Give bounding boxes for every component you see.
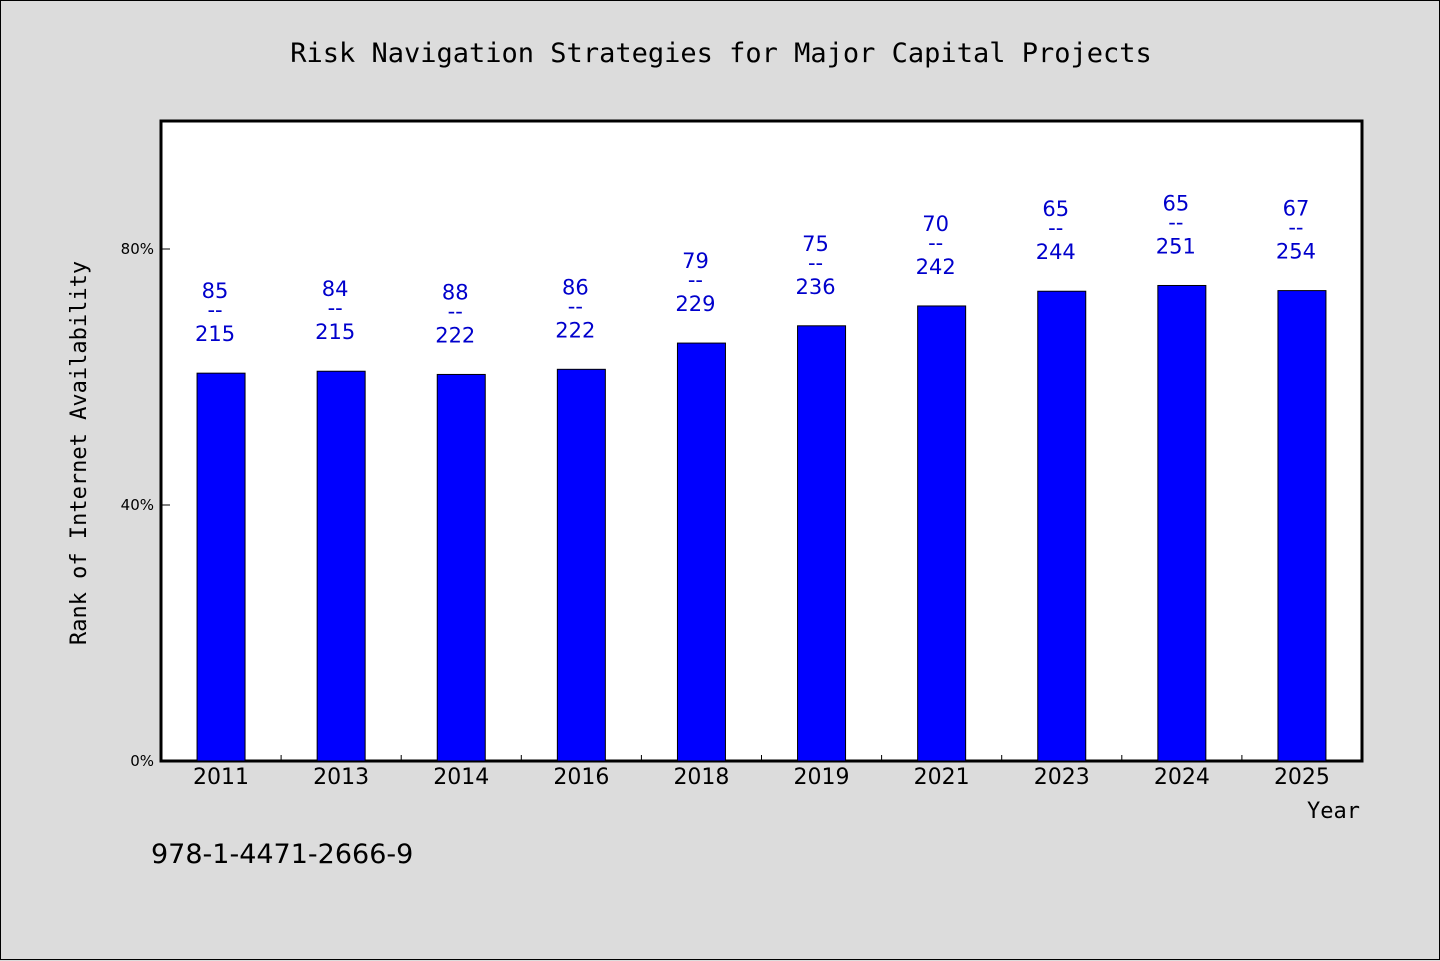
data-label-top: 75	[802, 232, 829, 256]
x-tick-label: 2021	[914, 765, 970, 790]
bar-2019	[797, 325, 847, 762]
data-label-separator: --	[328, 296, 343, 320]
bar-2018	[676, 342, 726, 762]
data-label-separator: --	[808, 251, 823, 275]
bar-2011	[196, 372, 246, 762]
data-label-separator: --	[207, 298, 222, 322]
x-tick-label: 2024	[1154, 765, 1210, 790]
y-axis-label: Rank of Internet Availability	[67, 261, 92, 645]
data-label-bottom: 222	[435, 323, 475, 347]
bar-2023	[1037, 290, 1087, 762]
bar-2013	[316, 370, 366, 762]
data-label-top: 84	[322, 277, 349, 301]
data-label-bottom: 254	[1276, 240, 1316, 264]
data-label-bottom: 242	[916, 255, 956, 279]
footer-isbn: 978-1-4471-2666-9	[151, 839, 413, 870]
data-label-separator: --	[1288, 216, 1303, 240]
data-label-bottom: 215	[195, 322, 235, 346]
data-label-separator: --	[928, 231, 943, 255]
bar-2014	[436, 373, 486, 762]
x-tick-label: 2014	[433, 765, 489, 790]
bar-2025	[1277, 290, 1327, 762]
x-tick-label: 2023	[1034, 765, 1090, 790]
data-label-bottom: 236	[796, 275, 836, 299]
chart-title: Risk Navigation Strategies for Major Cap…	[290, 38, 1152, 69]
data-label-top: 67	[1283, 197, 1310, 221]
bar-2021	[917, 305, 967, 762]
data-label-bottom: 215	[315, 320, 355, 344]
x-axis-label: Year	[1307, 799, 1360, 824]
data-label-top: 65	[1162, 191, 1189, 215]
y-tick-label: 80%	[121, 240, 154, 258]
data-label-separator: --	[448, 299, 463, 323]
y-axis-ticks: 0% 40% 80%	[121, 240, 170, 770]
x-axis-ticks: 2011 2013 2014 2016 2018 2019 2021 2023 2024 2025	[193, 755, 1330, 790]
data-label-separator: --	[568, 294, 583, 318]
data-label-top: 85	[202, 279, 229, 303]
data-label-separator: --	[1168, 210, 1183, 234]
data-labels-group: 85--21584--21588--22286--22279--22975--2…	[195, 191, 1316, 347]
y-tick-label: 0%	[130, 752, 154, 770]
x-tick-label: 2025	[1274, 765, 1330, 790]
bar-2024	[1157, 284, 1207, 762]
data-label-bottom: 229	[675, 292, 715, 316]
data-label-top: 86	[562, 275, 589, 299]
data-label-bottom: 222	[555, 318, 595, 342]
data-label-separator: --	[688, 268, 703, 292]
x-tick-label: 2019	[794, 765, 850, 790]
x-tick-label: 2013	[313, 765, 369, 790]
data-label-bottom: 244	[1036, 240, 1076, 264]
y-tick-label: 40%	[121, 496, 154, 514]
x-tick-label: 2018	[673, 765, 729, 790]
bar-2016	[556, 368, 606, 762]
data-label-top: 88	[442, 280, 469, 304]
data-label-top: 79	[682, 249, 709, 273]
data-label-bottom: 251	[1156, 234, 1196, 258]
bars-group	[196, 284, 1327, 762]
data-label-top: 70	[922, 212, 949, 236]
x-tick-label: 2016	[553, 765, 609, 790]
data-label-top: 65	[1042, 197, 1069, 221]
data-label-separator: --	[1048, 216, 1063, 240]
x-tick-label: 2011	[193, 765, 249, 790]
